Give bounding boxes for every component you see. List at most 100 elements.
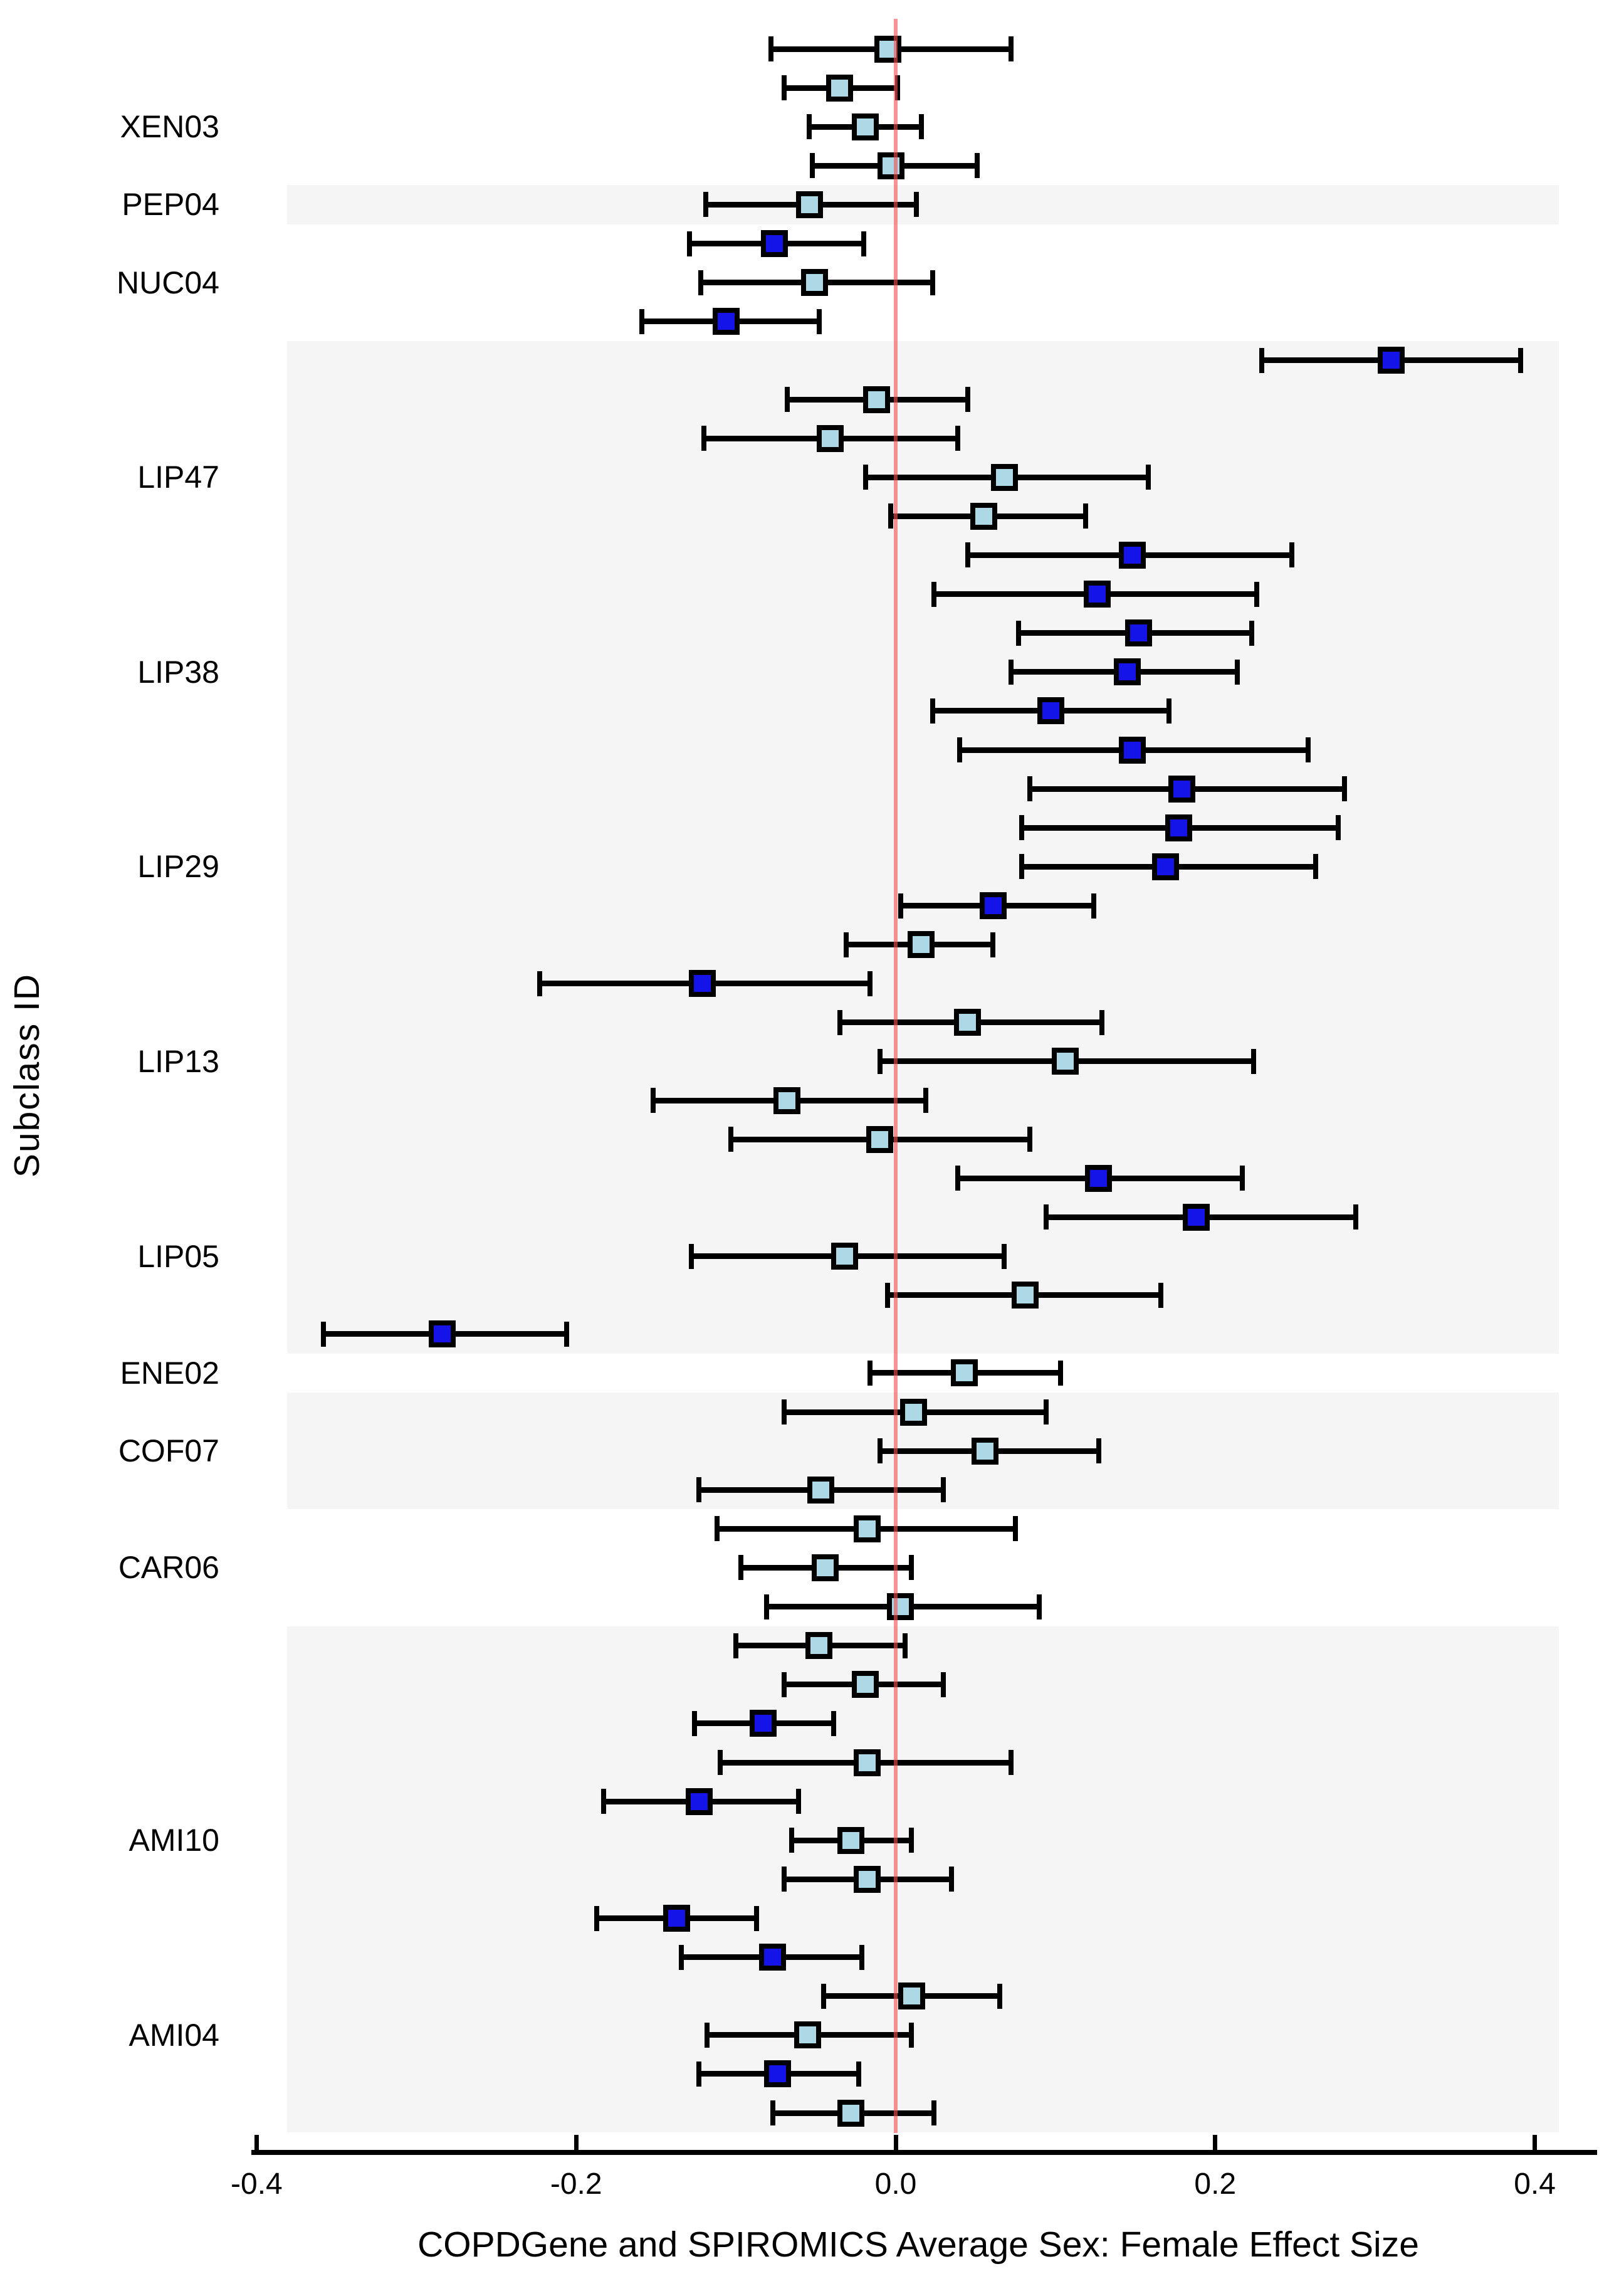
ci-cap-high xyxy=(1099,1009,1104,1035)
estimate-marker-light xyxy=(853,1515,881,1542)
estimate-marker-dark xyxy=(428,1320,456,1348)
ci-cap-low xyxy=(701,426,707,451)
x-axis-line xyxy=(251,2150,1597,2155)
ci-cap-low xyxy=(807,114,812,140)
ci-cap-high xyxy=(965,387,970,413)
ci-cap-high xyxy=(1158,1282,1164,1308)
ci-cap-high xyxy=(1342,776,1348,802)
ci-cap-low xyxy=(1019,815,1025,841)
ci-cap-low xyxy=(877,1048,883,1074)
estimate-marker-light xyxy=(898,1983,925,2010)
estimate-marker-light xyxy=(826,74,854,102)
ci-cap-high xyxy=(1353,1204,1359,1230)
estimate-marker-dark xyxy=(760,230,788,258)
plot-panel xyxy=(287,18,1559,2133)
estimate-marker-dark xyxy=(1083,581,1111,608)
estimate-marker-dark xyxy=(663,1905,691,1932)
x-tick-label: -0.2 xyxy=(550,2167,602,2201)
estimate-marker-light xyxy=(970,502,997,530)
ci-cap-high xyxy=(1043,1399,1049,1425)
ci-cap-low xyxy=(691,1710,697,1736)
estimate-marker-dark xyxy=(1118,736,1146,764)
ci-cap-low xyxy=(885,1282,891,1308)
x-tick-mark xyxy=(254,2135,259,2150)
ci-cap-high xyxy=(918,114,924,140)
ci-cap-low xyxy=(843,932,849,957)
ci-cap-high xyxy=(1145,465,1151,490)
estimate-marker-dark xyxy=(1114,658,1141,686)
ci-cap-low xyxy=(867,1360,873,1386)
estimate-marker-light xyxy=(816,424,844,452)
ci-cap-high xyxy=(903,1633,908,1658)
y-label-ami10: AMI10 xyxy=(128,1823,219,1858)
ci-cap-high xyxy=(1057,1360,1063,1386)
zero-reference-line xyxy=(894,19,898,2133)
ci-cap-high xyxy=(1249,620,1255,646)
ci-cap-high xyxy=(909,1828,915,1853)
ci-cap-low xyxy=(768,36,774,61)
ci-cap-low xyxy=(321,1321,327,1347)
estimate-marker-dark xyxy=(979,892,1007,920)
ci-cap-low xyxy=(714,1516,720,1542)
ci-cap-high xyxy=(859,1944,865,1970)
ci-cap-low xyxy=(728,1127,734,1152)
ci-cap-low xyxy=(698,270,704,295)
ci-cap-low xyxy=(965,542,970,568)
ci-cap-low xyxy=(888,503,894,529)
ci-cap-high xyxy=(955,426,961,451)
ci-cap-high xyxy=(1313,854,1319,880)
ci-cap-high xyxy=(856,2061,862,2087)
ci-cap-low xyxy=(810,153,815,179)
ci-cap-low xyxy=(784,387,790,413)
estimate-marker-light xyxy=(908,931,935,959)
estimate-marker-light xyxy=(853,1749,881,1776)
ci-cap-high xyxy=(1517,347,1523,373)
estimate-marker-dark xyxy=(1377,347,1405,374)
estimate-marker-dark xyxy=(685,1788,713,1815)
estimate-marker-light xyxy=(794,2021,822,2049)
estimate-marker-light xyxy=(990,463,1018,491)
y-label-xen03: XEN03 xyxy=(120,109,219,145)
estimate-marker-light xyxy=(837,1826,865,1854)
y-label-ene02: ENE02 xyxy=(120,1355,219,1391)
x-tick-mark xyxy=(1533,2135,1538,2150)
ci-cap-high xyxy=(1008,36,1014,61)
x-tick-label: 0.0 xyxy=(874,2167,917,2201)
estimate-marker-dark xyxy=(1152,853,1180,880)
ci-cap-low xyxy=(696,1477,702,1503)
estimate-marker-light xyxy=(972,1437,999,1465)
ci-cap-high xyxy=(1305,737,1311,763)
ci-cap-high xyxy=(754,1905,760,1931)
ci-cap-high xyxy=(1096,1438,1101,1464)
ci-cap-low xyxy=(688,1243,694,1269)
ci-cap-low xyxy=(931,581,937,607)
ci-cap-high xyxy=(1091,893,1097,919)
ci-cap-low xyxy=(781,1399,787,1425)
estimate-marker-dark xyxy=(763,2060,791,2088)
x-tick-mark xyxy=(574,2135,579,2150)
y-label-cof07: COF07 xyxy=(118,1433,219,1469)
estimate-marker-light xyxy=(887,1593,915,1621)
ci-cap-high xyxy=(795,1789,801,1814)
ci-cap-low xyxy=(763,1594,769,1619)
ci-cap-high xyxy=(1336,815,1341,841)
ci-cap-high xyxy=(1289,542,1295,568)
estimate-marker-light xyxy=(812,1554,839,1581)
ci-cap-low xyxy=(696,2061,702,2087)
ci-cap-high xyxy=(816,308,822,334)
estimate-marker-light xyxy=(899,1398,927,1426)
ci-cap-low xyxy=(781,1867,787,1892)
ci-cap-low xyxy=(738,1555,743,1581)
estimate-marker-dark xyxy=(689,970,716,998)
estimate-marker-light xyxy=(831,1243,858,1270)
y-label-lip13: LIP13 xyxy=(137,1043,219,1079)
y-label-lip38: LIP38 xyxy=(137,654,219,690)
ci-cap-high xyxy=(1240,1166,1245,1191)
estimate-marker-light xyxy=(807,1476,834,1503)
ci-cap-low xyxy=(956,737,962,763)
ci-cap-low xyxy=(600,1789,606,1814)
ci-cap-low xyxy=(781,1672,787,1697)
x-tick-label: 0.4 xyxy=(1514,2167,1556,2201)
ci-cap-high xyxy=(861,231,867,256)
ci-cap-low xyxy=(955,1166,961,1191)
